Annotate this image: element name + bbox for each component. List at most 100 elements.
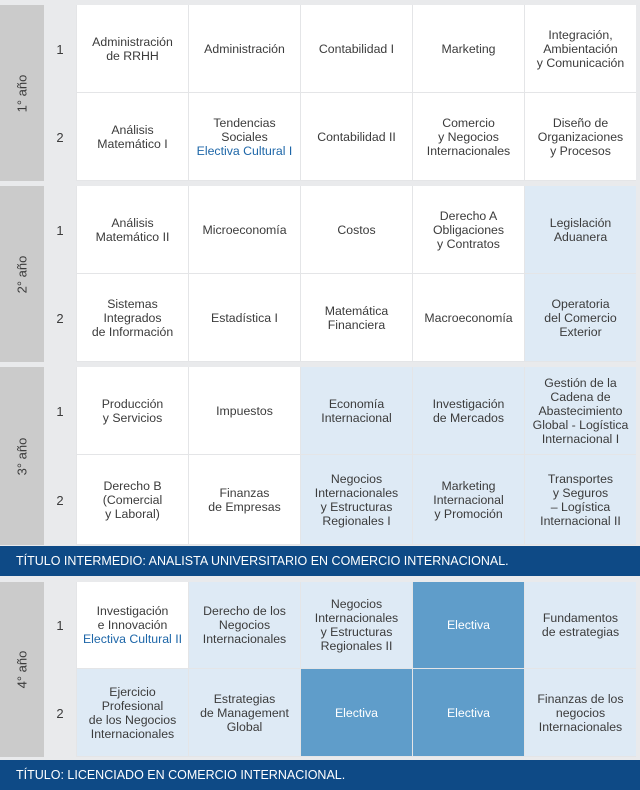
subject-name-line: Internacionales <box>538 719 623 734</box>
subject-cell: Microeconomía <box>188 186 300 274</box>
subject-name-line: y Seguros <box>552 485 609 500</box>
subject-name-line: de Empresas <box>208 499 281 514</box>
subject-name-line: Derecho de los <box>203 604 286 618</box>
intermediate-title-text: TÍTULO INTERMEDIO: ANALISTA UNIVERSITARI… <box>16 554 509 568</box>
intermediate-title-banner: TÍTULO INTERMEDIO: ANALISTA UNIVERSITARI… <box>0 546 640 576</box>
subject-name-line: Internacionales <box>90 726 175 741</box>
semester-row: 1 Administración de RRHH Administración Cont… <box>44 5 640 93</box>
semester-number: 2 <box>44 669 76 757</box>
subject-name-line: Integración, <box>548 27 613 42</box>
subject-name-line: Regionales II <box>320 639 393 653</box>
subject-name-line: del Comercio <box>544 310 617 325</box>
subject-name-line: Internacionales <box>202 632 287 646</box>
subject-cell: Investigación de Mercados <box>412 367 524 455</box>
subject-name-line: Investigación <box>432 396 505 411</box>
subject-name-line: Economía <box>328 396 385 411</box>
subject-cell: Costos <box>300 186 412 274</box>
subject-name-line: Global - Logística <box>532 417 629 432</box>
semester-row: 1 Producción y Servicios Impuestos Economía I… <box>44 367 640 455</box>
subject-name-line: Abastecimiento <box>538 403 623 418</box>
semester-number: 2 <box>44 93 76 181</box>
subject-name-line: Internacionales <box>314 485 399 500</box>
elective-label: Electiva Cultural I <box>196 143 293 158</box>
subject-name-line: Integrados <box>103 310 162 325</box>
subject-name-line: Organizaciones <box>537 129 624 144</box>
subject-cell: Impuestos <box>188 367 300 455</box>
subject-cell: Fundamentos de estrategias <box>524 582 636 669</box>
semester-row: 1 Investigación e Innovación Electiva Cultu… <box>44 582 640 669</box>
subject-cell: Contabilidad I <box>300 5 412 93</box>
year-label-column: 1° año <box>0 5 44 181</box>
subject-name-line: y Estructuras <box>320 499 393 514</box>
subject-name-line: Profesional <box>101 698 164 713</box>
subject-cell: Administración de RRHH <box>76 5 188 93</box>
subject-name-line: Administración <box>92 34 173 49</box>
subject-name-line: Internacional I <box>541 431 620 446</box>
subject-name-line: Matemático I <box>97 136 168 151</box>
subject-name-line: Electiva <box>334 705 379 720</box>
subject-name-line: y Procesos <box>550 143 611 158</box>
subject-name-line: Contabilidad II <box>317 129 396 144</box>
subject-name-line: Negocios <box>218 618 271 632</box>
subject-name-line: de RRHH <box>106 48 159 63</box>
subject-cell: Análisis Matemático II <box>76 186 188 274</box>
subject-name-line: Contabilidad I <box>318 41 395 56</box>
subject-name-line: Impuestos <box>216 403 273 418</box>
subject-name-line: Análisis <box>111 122 154 137</box>
subject-name-line: de Management <box>200 705 289 720</box>
year-label: 1° año <box>14 74 30 112</box>
subject-name-line: Cadena de <box>550 389 611 404</box>
subject-cell: Integración, Ambientación y Comunicación <box>524 5 636 93</box>
subject-cell: Análisis Matemático I <box>76 93 188 181</box>
semester-number: 2 <box>44 455 76 545</box>
year-block-4: 4° año 1 Investigación e Innovación Electiv… <box>0 582 640 757</box>
subject-name-line: Negocios <box>330 471 383 486</box>
subject-name-line: Sociales <box>221 129 268 144</box>
year-block-2: 2° año 1 Análisis Matemático II Microeconom… <box>0 186 640 362</box>
subject-name-line: Marketing <box>441 41 496 56</box>
subject-name-line: Internacional <box>433 492 504 507</box>
subject-name-line: Diseño de <box>552 115 609 130</box>
subject-name-line: Administración <box>204 41 285 56</box>
subject-name-line: y Promoción <box>434 506 503 521</box>
subject-name-line: Marketing <box>441 478 496 493</box>
subject-name-line: Financiera <box>327 317 386 332</box>
semester-number: 1 <box>44 186 76 274</box>
subject-name-line: negocios <box>555 705 606 720</box>
final-title-banner: TÍTULO: LICENCIADO EN COMERCIO INTERNACI… <box>0 760 640 790</box>
subject-cell: Sistemas Integrados de Información <box>76 274 188 362</box>
subject-name-line: de estrategias <box>541 625 620 639</box>
year-block-1: 1° año 1 Administración de RRHH Administrac… <box>0 5 640 181</box>
semester-row: 2 Análisis Matemático I Tendencias Sociales E… <box>44 93 640 181</box>
subject-name-line: Costos <box>337 222 376 237</box>
year-label: 3° año <box>14 437 30 475</box>
subject-name-line: y Laboral) <box>105 506 160 521</box>
subject-name-line: Legislación <box>549 215 612 230</box>
subject-cell: Producción y Servicios <box>76 367 188 455</box>
subject-cell: Negocios Internacionales y Estructuras Regi… <box>300 455 412 545</box>
subject-name-line: Estadística I <box>211 310 278 325</box>
subject-cell: Comercio y Negocios Internacionales <box>412 93 524 181</box>
subject-name-line: Sistemas <box>107 296 158 311</box>
subject-name-line: Matemático II <box>95 229 170 244</box>
subject-name-line: Microeconomía <box>202 222 287 237</box>
subject-name-line: Fundamentos <box>542 611 619 625</box>
subject-name-line: Internacional <box>321 410 392 425</box>
subject-name-line: y Estructuras <box>320 625 393 639</box>
subject-name-line: Matemática <box>324 303 389 318</box>
subject-name-line: Derecho B <box>103 478 162 493</box>
subject-cell: Investigación e Innovación Electiva Cultur… <box>76 582 188 669</box>
semester-number: 1 <box>44 5 76 93</box>
subject-name-line: Gestión de la <box>544 375 617 390</box>
subject-cell: Matemática Financiera <box>300 274 412 362</box>
subject-name-line: Producción <box>101 396 164 411</box>
subject-cell: Electiva <box>412 669 524 757</box>
subject-cell: Diseño de Organizaciones y Procesos <box>524 93 636 181</box>
subject-name-line: Internacionales <box>426 143 511 158</box>
semester-number: 2 <box>44 274 76 362</box>
semester-number: 1 <box>44 582 76 669</box>
subject-cell: Derecho A Obligaciones y Contratos <box>412 186 524 274</box>
subject-name-line: Internacionales <box>314 611 399 625</box>
subject-name-line: Transportes <box>547 471 614 486</box>
subject-name-line: Electiva <box>446 705 491 720</box>
